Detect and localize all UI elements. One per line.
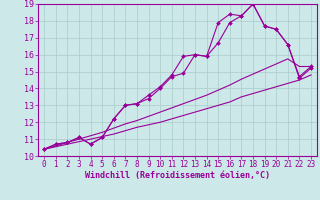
X-axis label: Windchill (Refroidissement éolien,°C): Windchill (Refroidissement éolien,°C) xyxy=(85,171,270,180)
